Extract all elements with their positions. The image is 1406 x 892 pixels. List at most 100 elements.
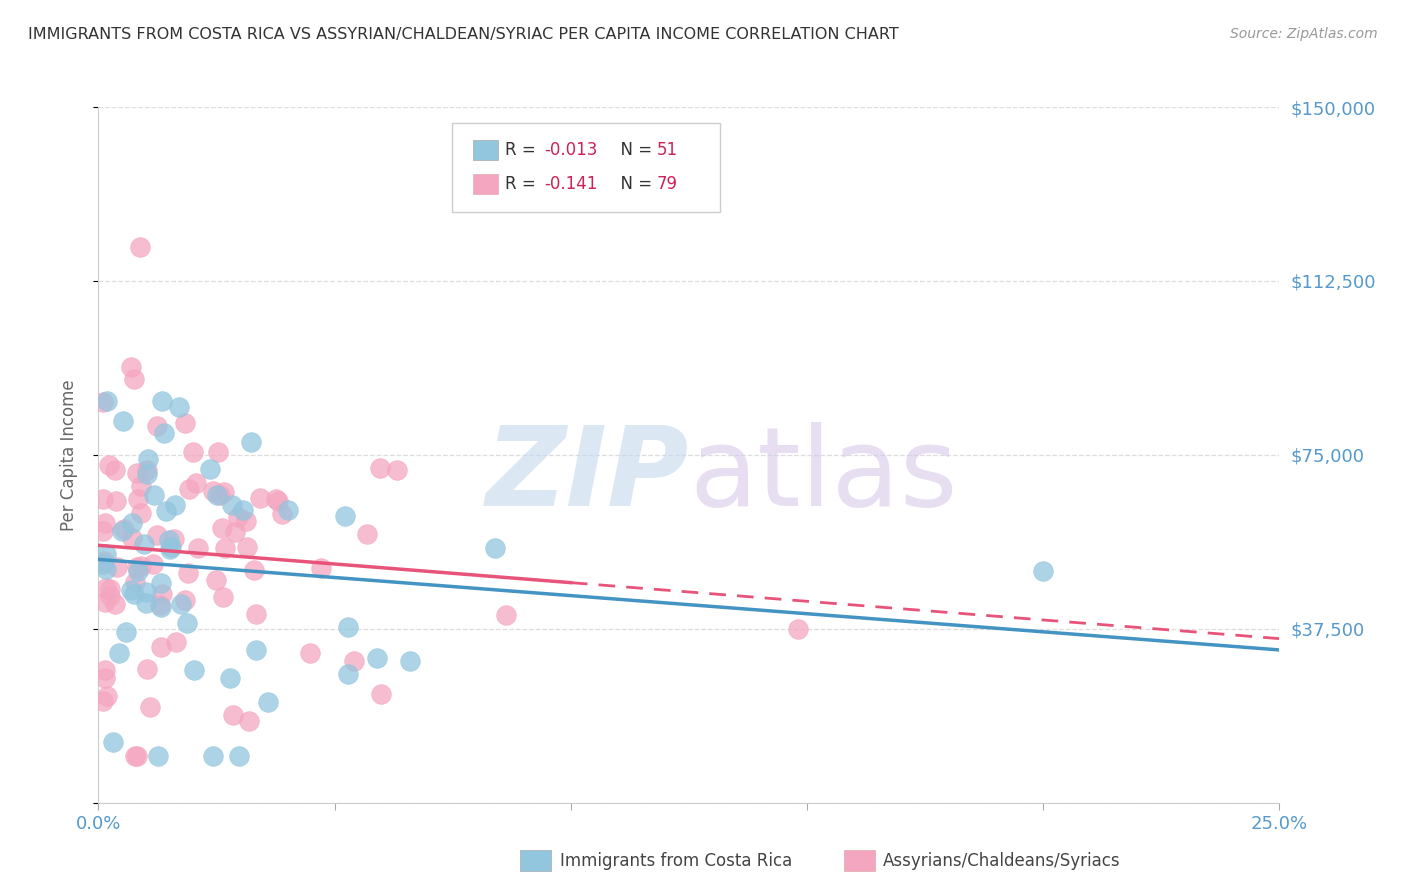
Point — [224, 525, 246, 540]
Point — [120, 359, 142, 374]
Point — [112, 414, 135, 428]
Point — [370, 687, 392, 701]
Y-axis label: Per Capita Income: Per Capita Income — [59, 379, 77, 531]
Point — [165, 635, 187, 649]
Point — [170, 597, 193, 611]
Point — [127, 564, 149, 578]
Point — [94, 562, 117, 576]
Point — [173, 593, 195, 607]
Text: 51: 51 — [657, 141, 678, 159]
Text: R =: R = — [505, 141, 541, 159]
Point — [98, 582, 121, 597]
Point — [198, 462, 221, 476]
Point — [148, 749, 170, 764]
Point — [112, 522, 135, 536]
Point — [238, 714, 260, 728]
Point — [124, 749, 146, 764]
Point — [277, 503, 299, 517]
Point — [333, 509, 356, 524]
Point — [135, 463, 157, 477]
Point — [108, 646, 131, 660]
Point — [129, 240, 152, 254]
Point — [153, 426, 176, 441]
Point — [93, 554, 115, 568]
Point — [222, 707, 245, 722]
Point — [93, 516, 115, 530]
Point — [368, 461, 391, 475]
Point — [181, 445, 204, 459]
Point — [150, 640, 173, 654]
Point — [139, 700, 162, 714]
Point — [299, 646, 322, 660]
Point — [336, 667, 359, 681]
Point — [256, 695, 278, 709]
Point — [93, 663, 115, 677]
Point — [135, 467, 157, 481]
Point — [135, 596, 157, 610]
Point — [157, 533, 180, 547]
Point — [159, 542, 181, 557]
Point — [125, 749, 148, 764]
Point — [94, 671, 117, 685]
Point — [163, 532, 186, 546]
Point — [96, 394, 118, 409]
Point — [146, 418, 169, 433]
Point — [343, 654, 366, 668]
Point — [202, 749, 225, 764]
Point — [98, 589, 121, 603]
Point — [91, 524, 114, 538]
Point — [150, 599, 173, 614]
Text: -0.013: -0.013 — [544, 141, 598, 159]
Point — [121, 531, 143, 545]
Point — [219, 671, 242, 685]
Point — [201, 483, 224, 498]
Point — [484, 541, 506, 555]
Point — [366, 651, 388, 665]
Point — [146, 528, 169, 542]
Point — [150, 587, 173, 601]
Point — [111, 524, 134, 538]
Point — [1032, 564, 1054, 578]
Point — [129, 558, 152, 573]
Point — [96, 690, 118, 704]
Point — [271, 507, 294, 521]
Text: Immigrants from Costa Rica: Immigrants from Costa Rica — [560, 852, 792, 870]
Text: N =: N = — [610, 141, 658, 159]
Point — [159, 541, 181, 555]
Point — [205, 573, 228, 587]
Point — [135, 585, 157, 599]
Point — [239, 435, 262, 450]
Point — [142, 488, 165, 502]
Point — [187, 541, 209, 555]
Point — [242, 563, 264, 577]
Point — [309, 561, 332, 575]
Point — [127, 491, 149, 506]
Point — [226, 510, 249, 524]
Point — [228, 749, 250, 764]
Point — [177, 483, 200, 497]
Text: IMMIGRANTS FROM COSTA RICA VS ASSYRIAN/CHALDEAN/SYRIAC PER CAPITA INCOME CORRELA: IMMIGRANTS FROM COSTA RICA VS ASSYRIAN/C… — [28, 27, 898, 42]
Point — [266, 491, 288, 506]
Point — [212, 485, 235, 500]
Point — [142, 558, 165, 572]
Point — [104, 494, 127, 508]
Point — [96, 548, 118, 562]
Point — [174, 416, 197, 430]
Point — [214, 541, 236, 555]
Point — [184, 475, 207, 490]
Point — [165, 498, 187, 512]
Text: Source: ZipAtlas.com: Source: ZipAtlas.com — [1230, 27, 1378, 41]
Point — [207, 445, 229, 459]
Point — [249, 491, 271, 506]
Point — [177, 566, 200, 580]
Point — [149, 598, 172, 612]
Point — [167, 401, 190, 415]
Point — [104, 463, 127, 477]
Point — [122, 587, 145, 601]
Point — [385, 463, 408, 477]
Point — [155, 503, 177, 517]
Point — [91, 492, 114, 507]
Point — [176, 616, 198, 631]
Point — [245, 642, 267, 657]
Point — [94, 595, 117, 609]
